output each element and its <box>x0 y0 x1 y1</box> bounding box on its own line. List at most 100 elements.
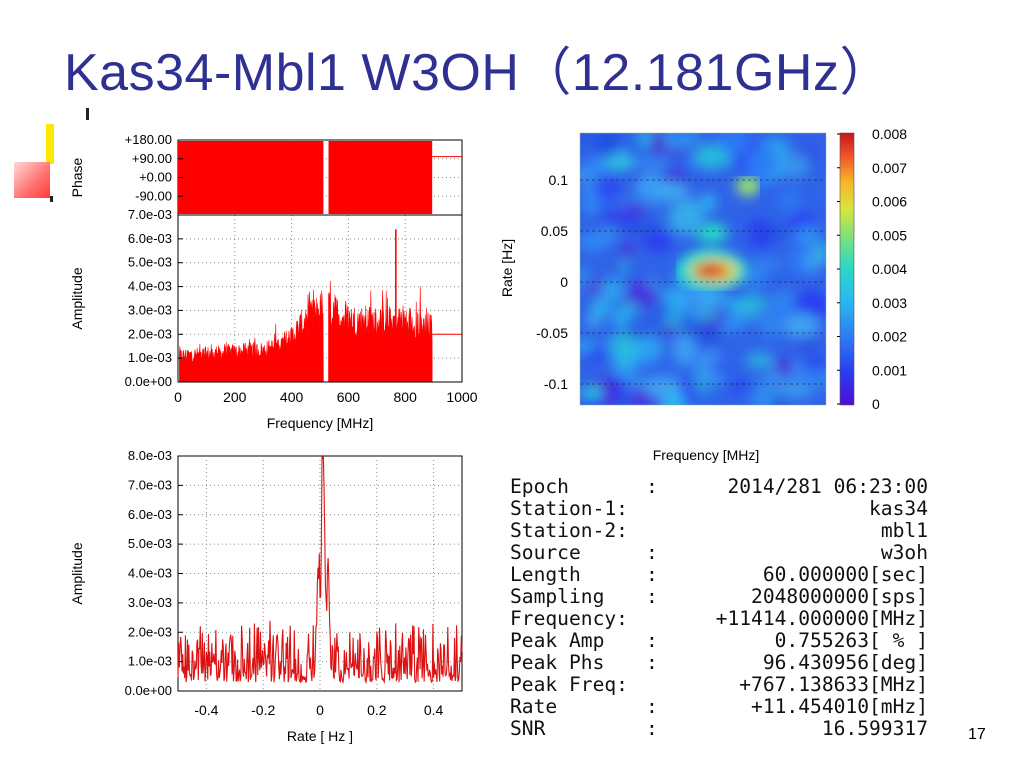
amp-ytick-label: 7.0e-03 <box>128 207 172 222</box>
info-separator <box>646 520 666 542</box>
amp-xtick-label: 600 <box>337 389 361 405</box>
info-key: Epoch <box>510 475 569 498</box>
heatmap-blob <box>766 368 781 388</box>
heatmap-blob <box>625 281 658 308</box>
info-value: +11414.000000[MHz] <box>715 607 928 630</box>
info-row: Peak Freq: +767.138633[MHz] <box>510 674 928 696</box>
heatmap-blob <box>580 266 592 289</box>
heatmap-blob <box>601 376 617 405</box>
rate-yaxis-label: Amplitude <box>69 542 85 604</box>
info-separator: : <box>646 585 658 608</box>
info-row: SNR: 16.599317 <box>510 718 928 740</box>
amp-spectrum-band-1 <box>179 289 324 383</box>
rate-ytick-label: 3.0e-03 <box>128 595 172 610</box>
heatmap-ytick-label: 0.1 <box>549 172 569 188</box>
amplitude-spectrum-plot: 7.0e-03 6.0e-03 5.0e-03 4.0e-03 3.0e-03 2.0e-… <box>69 207 478 431</box>
heatmap-blob <box>699 193 717 212</box>
info-key: Station-2: <box>510 519 628 542</box>
rate-ytick-label: 0.0e+00 <box>125 683 172 698</box>
tick-mark-decoration <box>86 108 89 120</box>
rate-ytick-label: 4.0e-03 <box>128 566 172 581</box>
heatmap-ytick-label: 0 <box>560 274 568 290</box>
fringe-heatmap-chart: 0.1 0.05 0 -0.05 -0.1 Rate [Hz] Frequency [MHz… <box>499 126 907 463</box>
info-value: 2048000000[sps] <box>751 585 928 608</box>
info-key: Peak Freq: <box>510 673 628 696</box>
rate-xaxis-label: Rate [ Hz ] <box>287 728 353 744</box>
heatmap-blob <box>783 151 810 179</box>
info-row: Length: 60.000000[sec] <box>510 564 928 586</box>
accent-bar-decoration <box>46 124 54 164</box>
heatmap-blob <box>685 293 725 306</box>
rate-ytick-label: 5.0e-03 <box>128 536 172 551</box>
heatmap-blob <box>640 343 657 369</box>
colorbar-tick-label: 0.004 <box>872 261 907 277</box>
amp-xaxis-label: Frequency [MHz] <box>267 415 374 431</box>
phase-tick-label: -90.00 <box>135 188 172 203</box>
heatmap-blob <box>782 312 820 339</box>
heatmap-blob <box>775 382 814 399</box>
accent-square-decoration <box>14 162 50 198</box>
amp-ytick-label: 6.0e-03 <box>128 231 172 246</box>
heatmap-plot: 0.1 0.05 0 -0.05 -0.1 Rate [Hz] Frequency [MHz… <box>499 126 907 463</box>
heatmap-blob <box>662 323 678 337</box>
rate-plot: 8.0e-03 7.0e-03 6.0e-03 5.0e-03 4.0e-03 3.0e-… <box>69 448 463 744</box>
info-row: Peak Phs: 96.430956[deg] <box>510 652 928 674</box>
info-row: Station-2: mbl1 <box>510 520 928 542</box>
colorbar-tick-label: 0 <box>872 396 880 412</box>
heatmap-top-blob <box>736 176 760 196</box>
rate-ytick-label: 8.0e-03 <box>128 448 172 463</box>
heatmap-blob <box>729 380 756 394</box>
heatmap-yaxis-label: Rate [Hz] <box>499 239 515 297</box>
info-separator: : <box>646 651 658 674</box>
rate-ytick-label: 2.0e-03 <box>128 624 172 639</box>
heatmap-blob <box>718 321 741 332</box>
info-row: Epoch: 2014/281 06:23:00 <box>510 476 928 498</box>
heatmap-blob <box>580 231 609 252</box>
phase-band-2 <box>328 141 433 214</box>
heatmap-blob <box>749 221 771 252</box>
colorbar-tick-label: 0.005 <box>872 227 907 243</box>
heatmap-peak-center <box>698 265 718 276</box>
info-row: Frequency: +11414.000000[MHz] <box>510 608 928 630</box>
heatmap-field <box>580 133 826 405</box>
info-row: Sampling: 2048000000[sps] <box>510 586 928 608</box>
fringe-info-panel: Epoch:2014/281 06:23:00 Station-1: kas34 St… <box>510 476 928 740</box>
rate-ytick-label: 6.0e-03 <box>128 507 172 522</box>
heatmap-blob <box>619 239 635 265</box>
heatmap-blob <box>672 333 697 364</box>
colorbar-tick-label: 0.003 <box>872 295 907 311</box>
heatmap-blob <box>759 313 783 338</box>
colorbar-tick-label: 0.001 <box>872 362 907 378</box>
info-row: Rate: +11.454010[mHz] <box>510 696 928 718</box>
info-value: 2014/281 06:23:00 <box>727 475 928 498</box>
heatmap-blob <box>717 133 751 156</box>
rate-ytick-label: 1.0e-03 <box>128 654 172 669</box>
amp-ytick-label: 3.0e-03 <box>128 302 172 317</box>
info-row: Source: w3oh <box>510 542 928 564</box>
phase-tick-label: +90.00 <box>132 151 172 166</box>
colorbar-tick-label: 0.006 <box>872 194 907 210</box>
heatmap-blob <box>580 133 589 147</box>
info-key: Peak Amp <box>510 629 605 652</box>
heatmap-blob <box>625 262 639 278</box>
heatmap-blob <box>664 290 688 311</box>
phase-tick-label: +180.00 <box>125 132 172 147</box>
amp-spectrum-band-2 <box>328 280 433 383</box>
heatmap-blob <box>805 359 826 370</box>
info-value: +767.138633[MHz] <box>739 673 928 696</box>
info-value: 60.000000[sec] <box>762 563 928 586</box>
heatmap-blob <box>610 306 632 328</box>
heatmap-blob <box>598 277 625 304</box>
slide-title: Kas34-Mbl1 W3OH（12.181GHz） <box>64 44 892 102</box>
info-value: w3oh <box>880 541 928 564</box>
amp-xtick-label: 0 <box>174 389 182 405</box>
heatmap-blob <box>738 291 767 317</box>
info-row: Peak Amp: 0.755263[ % ] <box>510 630 928 652</box>
rate-amplitude-chart: 8.0e-03 7.0e-03 6.0e-03 5.0e-03 4.0e-03 3.0e-… <box>69 448 463 744</box>
amp-frame-outline <box>177 214 463 383</box>
heatmap-blob <box>642 376 683 398</box>
info-key: Frequency: <box>510 607 628 630</box>
rate-ytick-label: 7.0e-03 <box>128 477 172 492</box>
info-key: Station-1: <box>510 497 628 520</box>
heatmap-blob <box>642 232 674 252</box>
